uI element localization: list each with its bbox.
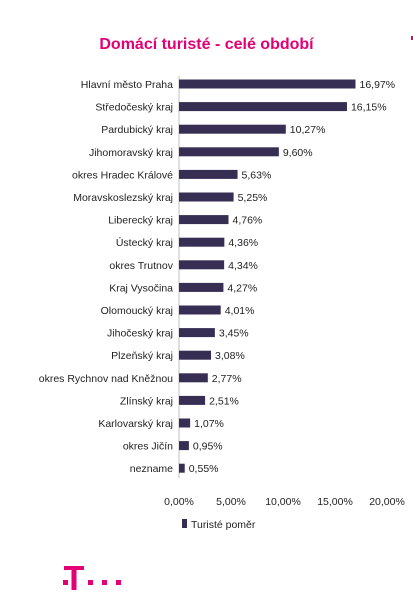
category-label: Pardubický kraj [101,124,173,136]
data-label: 4,36% [228,237,258,249]
bar [179,418,191,428]
data-label: 3,45% [219,328,249,340]
data-label: 1,07% [194,418,224,430]
x-tick-label: 15,00% [317,496,353,508]
category-label: nezname [130,463,173,475]
data-label: 5,25% [238,192,268,204]
data-label: 4,34% [228,260,258,272]
bar [179,79,356,89]
category-label: Plzeňský kraj [111,350,173,362]
data-label: 3,08% [215,350,245,362]
x-tick-label: 5,00% [216,496,246,508]
data-label: 4,27% [227,282,257,294]
bar [179,237,225,247]
x-tick-label: 10,00% [265,496,301,508]
data-label: 5,63% [242,169,272,181]
data-label: 0,95% [193,441,223,453]
category-label: Liberecký kraj [108,215,173,227]
data-label: 4,76% [233,215,263,227]
bar [179,192,234,202]
bar [179,282,224,292]
bar [179,215,229,225]
bar [179,328,215,338]
category-label: okres Hradec Králové [72,169,173,181]
bar [179,305,221,315]
category-label: Olomoucký kraj [101,305,173,317]
bar [179,124,286,134]
data-label: 2,77% [212,373,242,385]
bar [179,441,189,451]
category-label: okres Rychnov nad Kněžnou [39,373,173,385]
data-label: 10,27% [290,124,326,136]
category-label: okres Jičín [123,441,173,453]
category-label: Jihočeský kraj [107,328,173,340]
category-label: Hlavní město Praha [81,79,173,91]
data-label: 4,01% [225,305,255,317]
chart-legend: Turisté poměr [182,519,256,531]
category-label: okres Trutnov [109,260,173,272]
x-tick-label: 20,00% [369,496,405,508]
category-label: Karlovarský kraj [98,418,173,430]
category-label: Středočeský kraj [95,102,173,114]
category-label: Jihomoravský kraj [89,147,173,159]
data-label: 9,60% [283,147,313,159]
bar [179,350,212,360]
bar [179,373,208,383]
x-tick-label: 0,00% [164,496,194,508]
legend-label: Turisté poměr [191,519,256,531]
category-label: Kraj Vysočina [109,282,173,294]
data-label: 2,51% [209,395,239,407]
bar [179,395,206,405]
data-label: 0,55% [189,463,219,475]
bar [179,102,347,112]
bar [179,463,185,473]
edge-accent-mark [411,36,413,40]
bar [179,260,225,270]
chart-title: Domácí turisté - celé období [99,36,314,53]
chart-bars: Hlavní město Praha 16,97% Středočeský kraj… [39,79,395,475]
legend-swatch [182,519,187,528]
category-label: Moravskoslezský kraj [73,192,173,204]
data-label: 16,15% [351,102,387,114]
chart-x-ticks: 0,00% 5,00% 10,00% 15,00% 20,00% [164,496,405,508]
bar [179,169,238,179]
category-label: Ústecký kraj [116,236,173,249]
data-label: 16,97% [359,79,395,91]
bar [179,147,279,157]
telekom-logo [63,566,121,590]
category-label: Zlínský kraj [120,395,173,407]
